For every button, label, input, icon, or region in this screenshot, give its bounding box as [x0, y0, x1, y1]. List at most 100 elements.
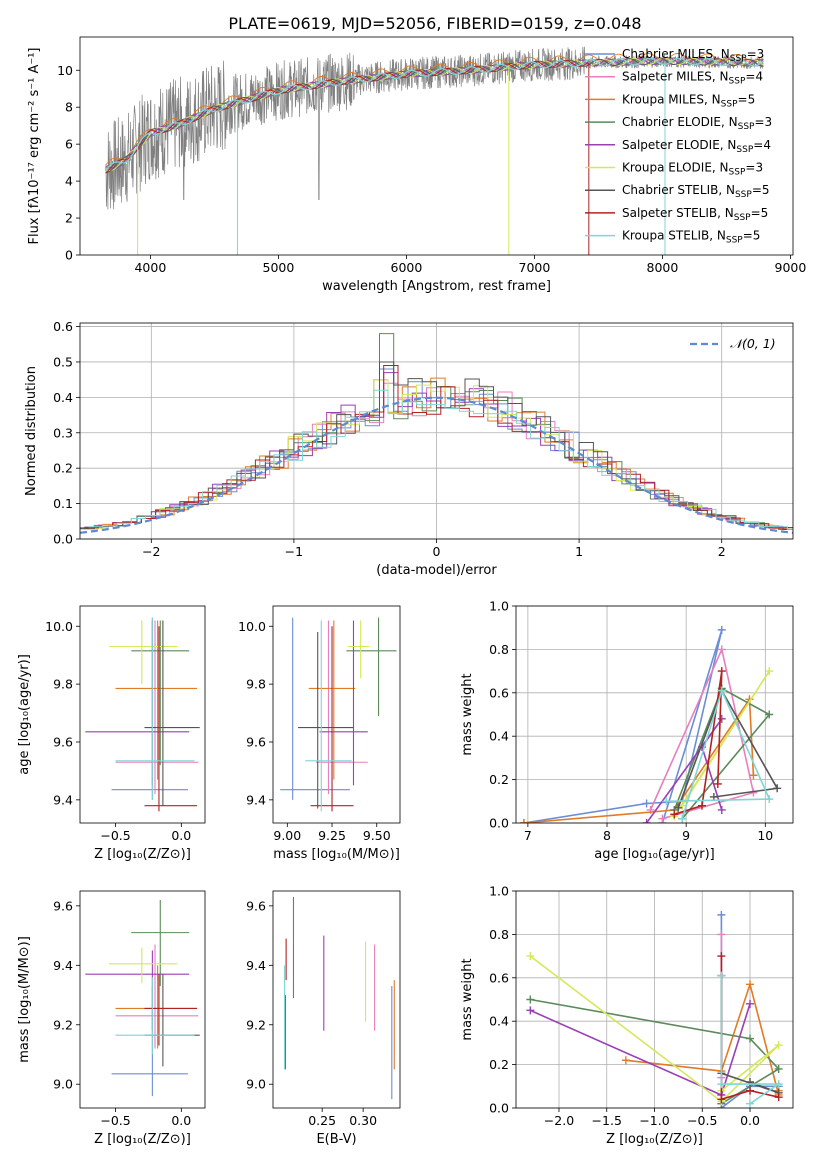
axes-frame: [79, 36, 794, 256]
x-tick-label: 4000: [134, 260, 166, 275]
x-tick-label: −0.5: [100, 1113, 130, 1128]
x-tick-label: 0.30: [349, 1113, 377, 1128]
y-tick-label: 1.0: [489, 599, 509, 614]
y-axis-label: mass [log₁₀(M/M⊙)]: [17, 936, 32, 1063]
x-tick-label: 0.25: [308, 1113, 336, 1128]
x-tick-label: 9000: [775, 260, 807, 275]
chart-mass_vs_EBV: 0.25 0.30 9.0 9.2 9.4 9.6 E(B-V): [246, 890, 401, 1147]
weight-marker: [774, 1080, 783, 1089]
legend-label: Salpeter MILES, NSSP=4: [622, 70, 763, 87]
x-tick-label: 7: [524, 828, 532, 843]
errorbar-point: [115, 944, 199, 1049]
errorbar-point: [319, 620, 368, 786]
weight-marker: [642, 799, 651, 808]
x-tick-label: −1.5: [592, 1113, 622, 1128]
weight-marker: [717, 645, 726, 654]
errorbar-point: [115, 620, 199, 795]
chart-residuals: −2 −1 0 1 2 0.0 0.1 0.2 0.3 0.4 0.5 0.6 (data-model)…: [24, 319, 794, 578]
x-tick-label: 9.25: [318, 828, 346, 843]
legend-label-name: Chabrier ELODIE, N: [622, 115, 738, 129]
residual-histogram-step: [84, 365, 793, 530]
x-tick-label: 0: [433, 544, 441, 559]
x-tick-label: 8000: [647, 260, 679, 275]
legend-label-tail: =3: [754, 115, 772, 129]
weight-series-line: [674, 670, 723, 816]
weight-marker: [765, 710, 774, 719]
errorbar-point: [144, 620, 200, 806]
gaussian-reference-curve: [80, 396, 793, 534]
y-tick-label: 0.4: [53, 390, 73, 405]
x-axis-label: Z [log₁₀(Z/Z⊙)]: [94, 1132, 191, 1147]
weight-marker: [526, 952, 535, 961]
y-tick-label: 0.4: [489, 1014, 509, 1029]
y-tick-label: 10.0: [238, 619, 266, 634]
x-tick-label: 0.0: [171, 828, 191, 843]
plot-area: [80, 333, 793, 534]
weight-marker: [526, 1006, 535, 1015]
errorbar-point: [315, 620, 368, 795]
weight-marker: [642, 819, 651, 823]
x-tick-label: −2: [142, 544, 160, 559]
y-tick-label: 0.0: [489, 1101, 509, 1116]
x-tick-label: 6000: [391, 260, 423, 275]
weight-marker: [717, 952, 726, 961]
legend-label-tail: =5: [751, 206, 769, 220]
x-axis-label: wavelength [Angstrom, rest frame]: [322, 279, 551, 294]
y-tick-label: 9.6: [53, 898, 73, 913]
x-tick-label: 2: [718, 544, 726, 559]
x-tick-label: 8: [603, 828, 611, 843]
model-spectrum-line: [105, 52, 764, 166]
y-tick-label: 0.6: [489, 970, 509, 985]
legend-label-sub: SSP: [735, 190, 752, 200]
y-tick-label: 0.6: [53, 319, 73, 334]
legend-label-tail: =4: [745, 70, 763, 84]
legend-label: Kroupa MILES, NSSP=5: [622, 92, 755, 109]
weight-marker: [678, 814, 687, 823]
errorbar-point: [305, 620, 352, 812]
y-tick-label: 9.8: [53, 677, 73, 692]
legend-label: Kroupa ELODIE, NSSP=3: [622, 161, 763, 178]
x-tick-label: 1: [575, 544, 583, 559]
y-axis-label: Normed distribution: [24, 366, 39, 496]
legend-label: Salpeter ELODIE, NSSP=4: [622, 138, 771, 155]
axes-frame: [79, 890, 206, 1109]
legend-label-name: Salpeter MILES, N: [622, 70, 729, 84]
residual-histogram-step: [80, 361, 793, 530]
weight-series-line: [530, 998, 780, 1105]
x-tick-label: 10: [757, 828, 773, 843]
weight-marker: [674, 803, 683, 812]
weight-marker: [717, 1080, 726, 1089]
weight-marker: [717, 686, 726, 695]
axes-frame: [515, 605, 794, 824]
weight-marker: [774, 1064, 783, 1073]
y-axis-label: Flux [fλ10⁻¹⁷ erg cm⁻² s⁻¹ A⁻¹]: [27, 48, 42, 245]
y-tick-label: 0.8: [489, 642, 509, 657]
x-tick-label: 7000: [519, 260, 551, 275]
x-tick-label: 0.0: [740, 1113, 760, 1128]
plot-area: [526, 910, 783, 1108]
chart-weight_vs_Z: −2.0 −1.5 −1.0 −0.5 0.0 0.0 0.2 0.4 0.6 0.8 1.0 Z […: [460, 884, 794, 1147]
errorbar-point: [298, 632, 354, 809]
y-tick-label: 0.0: [489, 816, 509, 831]
weight-marker: [773, 784, 782, 793]
legend-label-name: Chabrier STELIB, N: [622, 183, 735, 197]
legend-label-sub: SSP: [730, 54, 747, 64]
legend-label-name: Salpeter STELIB, N: [622, 206, 734, 220]
x-tick-label: −0.5: [687, 1113, 717, 1128]
y-tick-label: 6: [65, 137, 73, 152]
weight-marker: [717, 805, 726, 814]
x-axis-label: Z [log₁₀(Z/Z⊙)]: [606, 1132, 703, 1147]
y-tick-label: 9.4: [246, 792, 266, 807]
legend-label-tail: =4: [753, 138, 771, 152]
weight-series-line: [677, 688, 779, 809]
chart-weight_vs_age: 7 8 9 10 0.0 0.2 0.4 0.6 0.8 1.0 age [log₁₀(age/yr…: [460, 599, 794, 862]
axes-frame: [272, 890, 401, 1109]
legend-label-tail: =3: [747, 47, 765, 61]
legend-label: Chabrier ELODIE, NSSP=3: [622, 115, 772, 132]
weight-marker: [621, 1056, 630, 1065]
weight-series-line: [720, 975, 782, 1105]
weight-marker: [662, 797, 671, 806]
legend-label-name: Kroupa ELODIE, N: [622, 161, 729, 175]
